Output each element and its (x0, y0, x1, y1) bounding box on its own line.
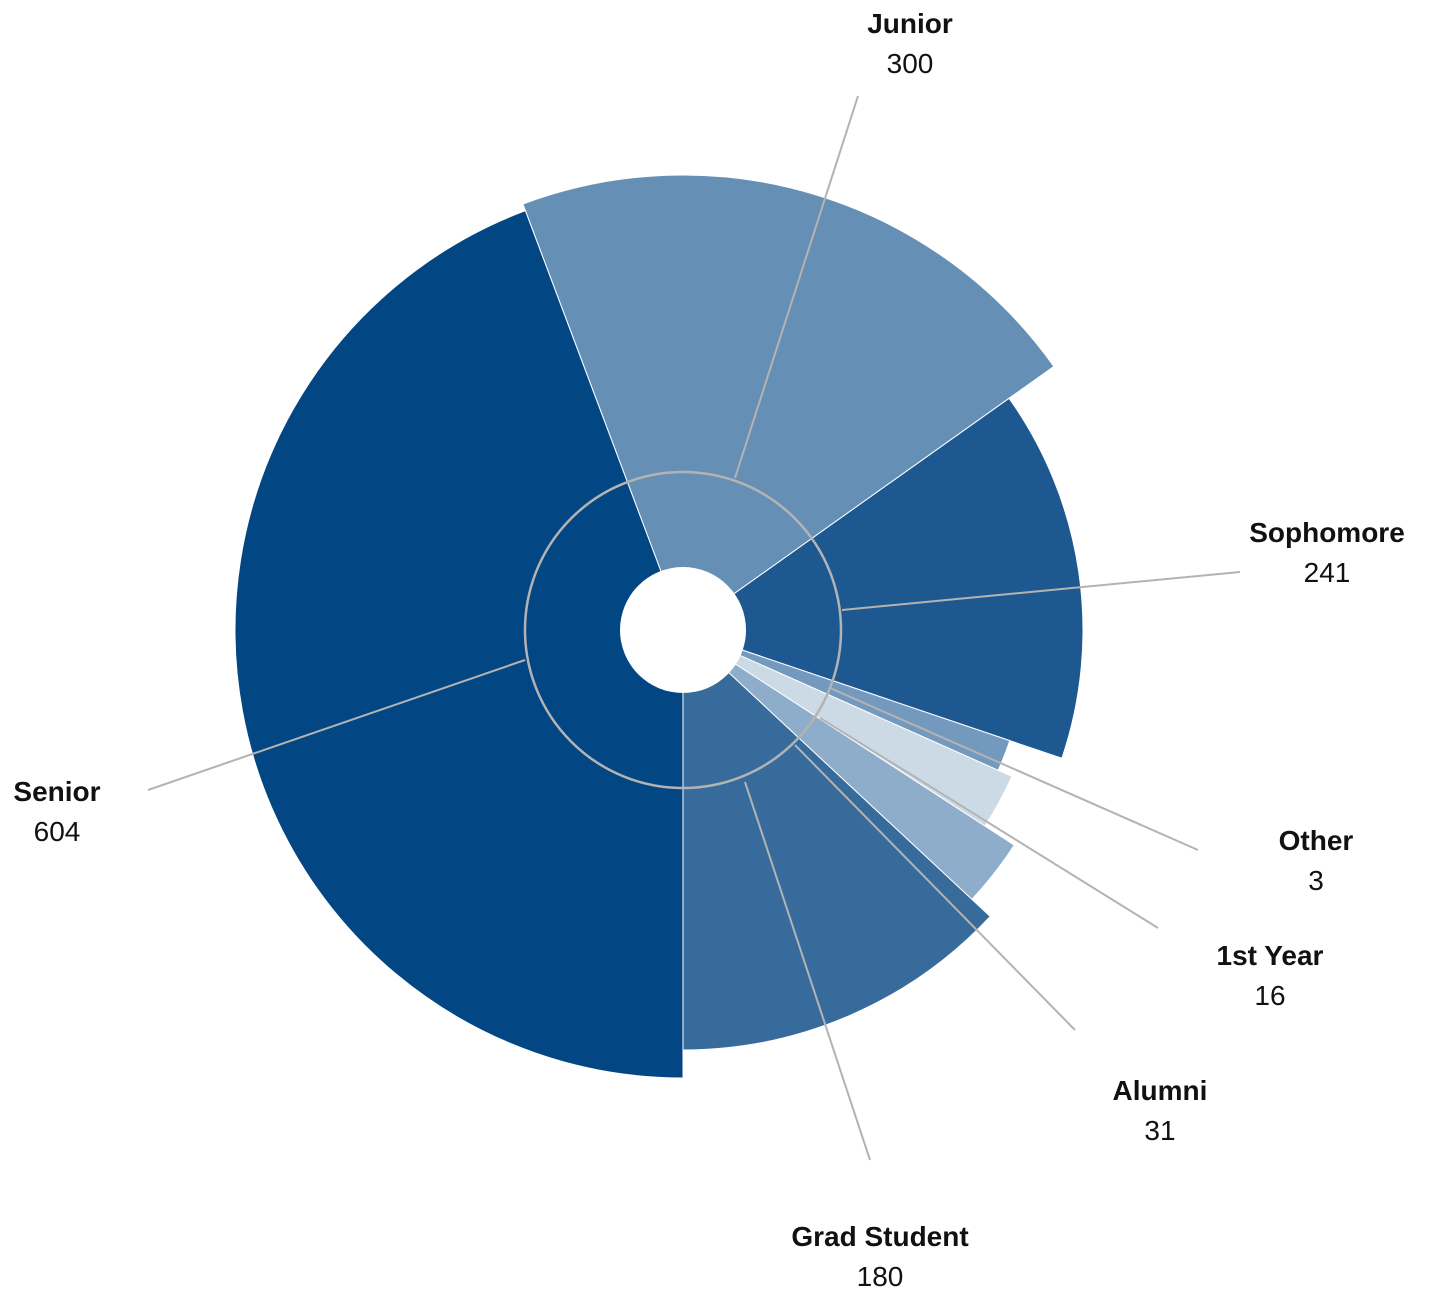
slice-sophomore (681, 397, 1084, 759)
chart-slices (234, 174, 1084, 1079)
label-value: 16 (1254, 980, 1285, 1011)
leader-line-other (829, 687, 1199, 851)
slice-junior (522, 174, 1055, 631)
label-junior: Junior 300 (867, 8, 953, 79)
center-hole (620, 567, 746, 693)
slice-senior (234, 210, 684, 1079)
leader-line-1st-year (819, 717, 1159, 929)
label-value: 31 (1144, 1115, 1175, 1146)
inner-ring (523, 470, 843, 790)
label-sophomore: Sophomore 241 (1249, 517, 1405, 588)
label-name: Junior (867, 8, 953, 39)
leader-line-alumni (794, 744, 1076, 1031)
label-value: 300 (887, 48, 934, 79)
leader-line-sophomore (841, 571, 1241, 611)
label-value: 180 (857, 1261, 904, 1292)
label-senior: Senior 604 (13, 776, 100, 847)
label-name: Other (1279, 825, 1354, 856)
label-name: Senior (13, 776, 100, 807)
label-name: Grad Student (791, 1221, 968, 1252)
leader-line-grad-student (744, 781, 871, 1161)
leader-line-senior (147, 659, 526, 791)
label-value: 604 (34, 816, 81, 847)
label-name: 1st Year (1217, 940, 1324, 971)
leader-lines (147, 95, 1241, 1161)
label-grad-student: Grad Student 180 (791, 1221, 968, 1292)
label-alumni: Alumni 31 (1113, 1075, 1208, 1146)
label-other: Other 3 (1279, 825, 1354, 896)
label-value: 3 (1308, 865, 1324, 896)
label-value: 241 (1304, 557, 1351, 588)
leader-line-junior (734, 95, 859, 479)
label-name: Sophomore (1249, 517, 1405, 548)
label-name: Alumni (1113, 1075, 1208, 1106)
slice-grad-student (682, 628, 991, 1051)
label-1st-year: 1st Year 16 (1217, 940, 1324, 1011)
